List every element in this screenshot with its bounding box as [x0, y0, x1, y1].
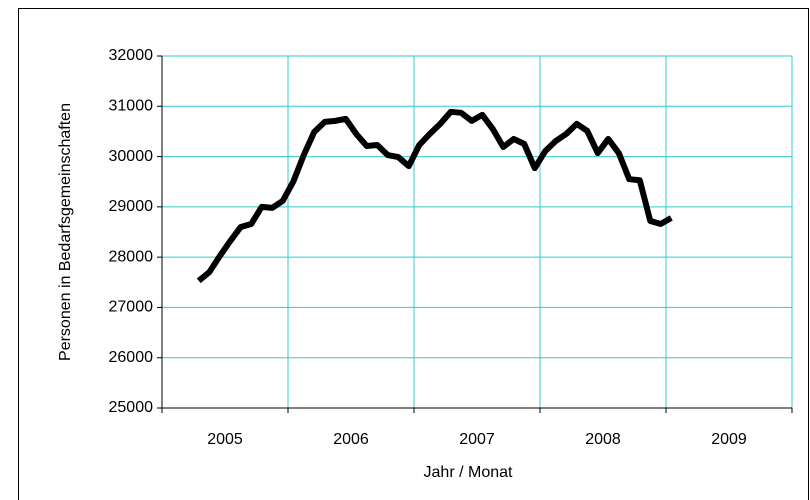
x-axis-label: Jahr / Monat [424, 464, 513, 481]
y-tick-label: 26000 [109, 349, 154, 366]
x-tick-label: 2007 [459, 431, 495, 448]
y-tick-label: 27000 [109, 299, 154, 316]
y-tick-label: 29000 [109, 198, 154, 215]
y-tick-label: 31000 [109, 98, 154, 115]
x-tick-label: 2009 [711, 431, 747, 448]
x-tick-label: 2005 [207, 431, 243, 448]
x-tick-label: 2008 [585, 431, 621, 448]
y-tick-label: 30000 [109, 148, 154, 165]
chart-frame [18, 8, 809, 500]
data-line [196, 108, 673, 284]
x-tick-label: 2006 [333, 431, 369, 448]
y-tick-label: 25000 [109, 399, 154, 416]
y-tick-label: 28000 [109, 248, 154, 265]
y-tick-label: 32000 [109, 47, 154, 64]
y-axis-label: Personen in Bedarfsgemeinschaften [57, 103, 74, 361]
